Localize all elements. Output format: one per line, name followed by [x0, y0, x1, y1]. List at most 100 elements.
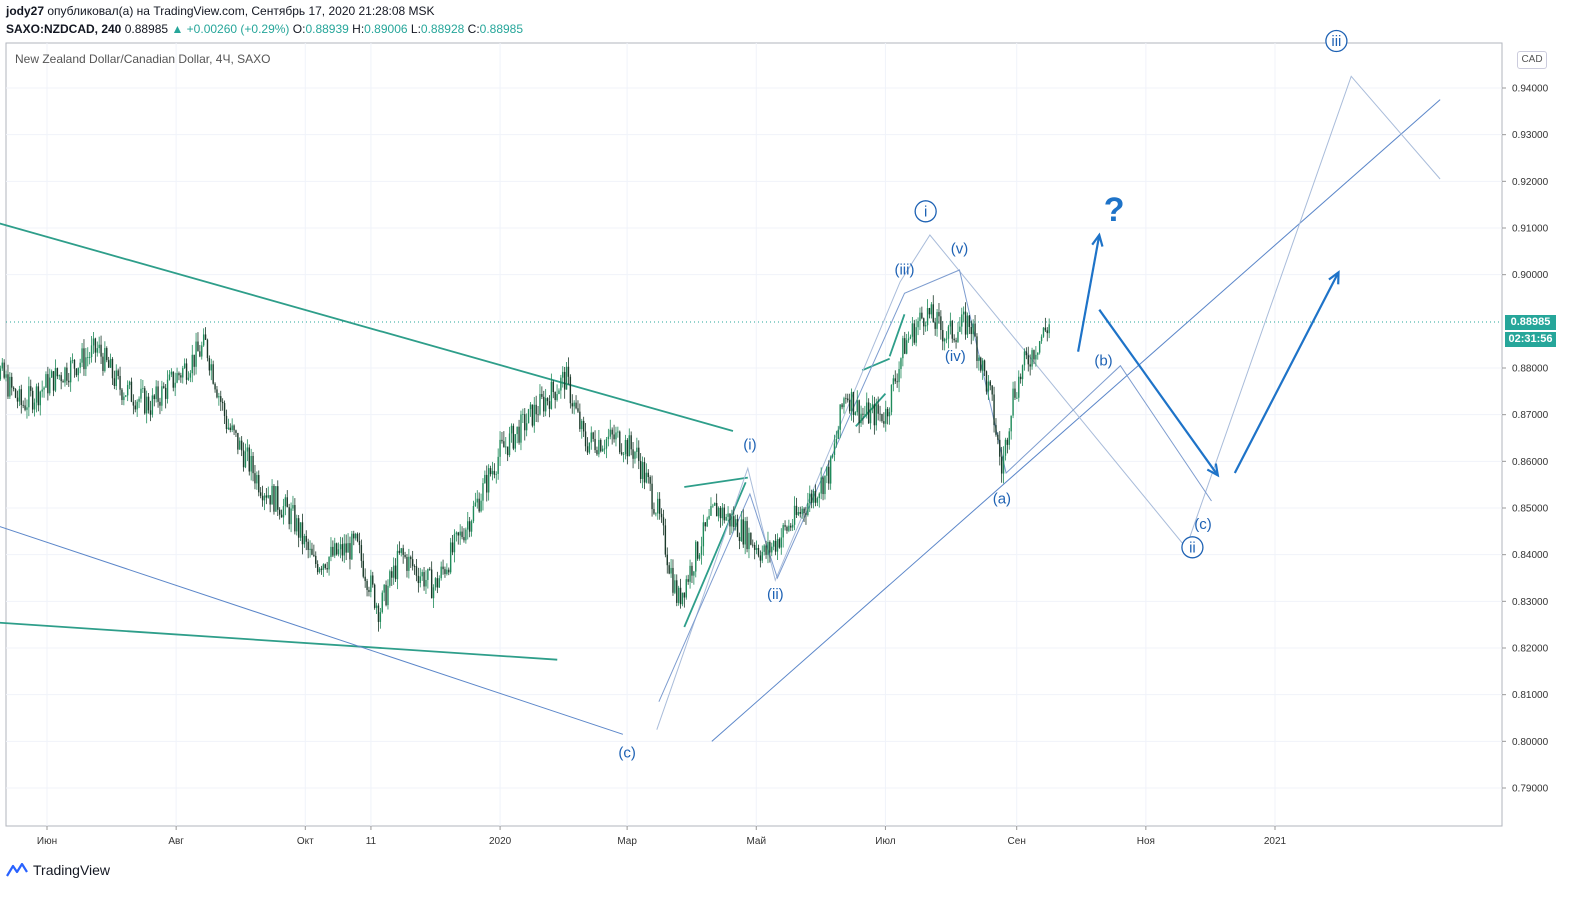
- y-tick-label: 0.93000: [1512, 130, 1549, 141]
- candle-body: [615, 432, 617, 440]
- candle-body: [64, 367, 66, 383]
- candle-body: [915, 327, 917, 343]
- candle-body: [296, 518, 298, 532]
- candle-body: [961, 314, 963, 327]
- candle-body: [440, 566, 442, 579]
- candle-body: [966, 315, 969, 335]
- candle-body: [339, 544, 342, 550]
- candle-body: [571, 403, 573, 407]
- candle-body: [248, 447, 250, 472]
- candle-body: [159, 401, 161, 406]
- candle-body: [134, 405, 136, 410]
- candle-body: [307, 541, 309, 550]
- candle-body: [535, 404, 537, 415]
- candle-body: [427, 568, 429, 580]
- candle-body: [888, 412, 891, 417]
- candle-body: [1000, 456, 1003, 474]
- candle-body: [829, 457, 832, 484]
- y-tick-label: 0.91000: [1512, 224, 1549, 235]
- candle-body: [353, 533, 355, 539]
- candle-body: [807, 503, 809, 516]
- y-tick-label: 0.87000: [1512, 410, 1549, 421]
- candle-body: [544, 398, 547, 412]
- candle-body: [223, 403, 226, 416]
- candle-body: [923, 318, 925, 327]
- candle-body: [119, 375, 121, 390]
- candle-body: [144, 388, 146, 414]
- candle-body: [229, 427, 231, 431]
- candle-body: [240, 440, 243, 451]
- candle-body: [73, 359, 76, 369]
- candle-body: [334, 543, 336, 556]
- candle-body: [562, 371, 564, 378]
- candle-body: [569, 376, 572, 404]
- candle-body: [343, 543, 345, 556]
- candle-body: [351, 533, 353, 560]
- plot-area[interactable]: [5, 42, 1503, 827]
- candle-body: [258, 475, 260, 493]
- candle-body: [387, 585, 389, 606]
- candle-body: [434, 578, 437, 588]
- candle-body: [719, 507, 722, 519]
- wave-label-circle: [1325, 29, 1348, 53]
- candle-body: [575, 402, 577, 409]
- candle-body: [638, 447, 640, 461]
- candle-body: [858, 400, 860, 424]
- candle-body: [242, 450, 245, 468]
- candle-body: [1035, 354, 1037, 360]
- candle-body: [305, 535, 307, 542]
- wedge-lower: [683, 481, 747, 628]
- candle-body: [411, 559, 414, 567]
- currency-button[interactable]: CAD: [1517, 51, 1547, 69]
- candle-body: [164, 387, 167, 399]
- candle-body: [816, 498, 819, 503]
- candle-body: [478, 498, 480, 512]
- candle-body: [573, 402, 575, 407]
- candle-body: [39, 391, 41, 406]
- candle-body: [736, 519, 739, 538]
- tradingview-logo[interactable]: TradingView: [6, 862, 110, 878]
- time-axis[interactable]: Июн Авг Окт 11 2020 Мар Май Июл Сен Ноя 2021: [37, 826, 1287, 847]
- candle-body: [900, 358, 902, 369]
- candle-body: [1, 362, 3, 369]
- candle-body: [275, 486, 277, 512]
- candle-body: [446, 569, 448, 575]
- candle-body: [195, 341, 197, 367]
- candle-body: [176, 373, 178, 383]
- candle-body: [208, 358, 211, 371]
- wave-label-text: iii: [1331, 33, 1341, 50]
- candle-body: [822, 477, 824, 495]
- candle-body: [43, 387, 45, 390]
- candle-body: [757, 548, 760, 556]
- candle-body: [715, 502, 718, 517]
- candle-body: [1018, 376, 1020, 398]
- candle-body: [860, 413, 862, 424]
- candle-body: [791, 524, 794, 528]
- candle-body: [1023, 351, 1026, 366]
- x-tick-label: 2021: [1264, 836, 1287, 847]
- price-axis[interactable]: 0.94000 0.93000 0.92000 0.91000 0.90000 0.880…: [1502, 84, 1549, 795]
- candle-body: [254, 473, 256, 484]
- candle-body: [658, 498, 661, 514]
- candle-body: [795, 505, 798, 515]
- candle-body: [909, 336, 912, 339]
- candle-body: [16, 397, 19, 402]
- candle-body: [896, 381, 898, 383]
- candle-body: [128, 381, 131, 386]
- x-tick-label: Авг: [168, 836, 184, 847]
- candle-body: [634, 451, 636, 459]
- candle-body: [582, 420, 585, 432]
- candle-body: [14, 389, 17, 398]
- candle-body: [930, 304, 933, 315]
- candle-body: [430, 569, 433, 599]
- x-tick-label: 11: [366, 836, 377, 847]
- candle-body: [698, 554, 701, 559]
- candle-body: [1010, 415, 1012, 432]
- candle-body: [579, 411, 581, 430]
- wave-label-text: (i): [743, 437, 756, 454]
- candle-body: [54, 368, 57, 391]
- author[interactable]: jody27: [6, 4, 45, 18]
- candle-body: [83, 348, 85, 370]
- candle-body: [98, 344, 100, 349]
